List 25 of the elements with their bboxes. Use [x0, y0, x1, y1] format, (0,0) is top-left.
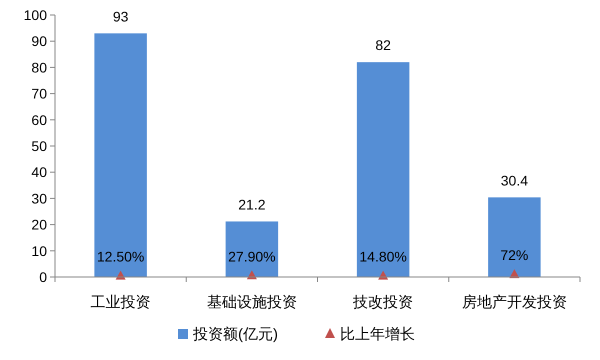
ytick: 50: [31, 138, 47, 154]
data-label: 82: [375, 37, 391, 54]
ytick: 90: [31, 33, 47, 50]
ytick: 100: [24, 7, 47, 23]
ytick: 40: [31, 164, 47, 180]
ytick: 80: [31, 59, 47, 76]
xtick: 基础设施投资: [206, 294, 297, 311]
ytick: 20: [31, 216, 47, 233]
data-label: 27.90%: [228, 248, 276, 264]
xtick: 技改投资: [353, 294, 414, 311]
data-label: 30.4: [500, 172, 528, 188]
xtick: 工业投资: [90, 294, 151, 311]
xtick: 房地产开发投资: [462, 294, 567, 311]
data-label: 72%: [500, 247, 528, 264]
ytick: 0: [39, 269, 47, 285]
ytick: 30: [31, 190, 47, 206]
data-label: 12.50%: [96, 248, 144, 265]
legend-label: 投资额(亿元): [193, 326, 278, 343]
ytick: 10: [31, 242, 47, 259]
data-label: 93: [112, 8, 128, 24]
ytick: 60: [31, 112, 47, 128]
data-label: 21.2: [238, 196, 266, 212]
legend-label: 比上年增长: [340, 326, 415, 343]
data-label: 14.80%: [359, 248, 407, 265]
ytick: 70: [31, 86, 47, 102]
